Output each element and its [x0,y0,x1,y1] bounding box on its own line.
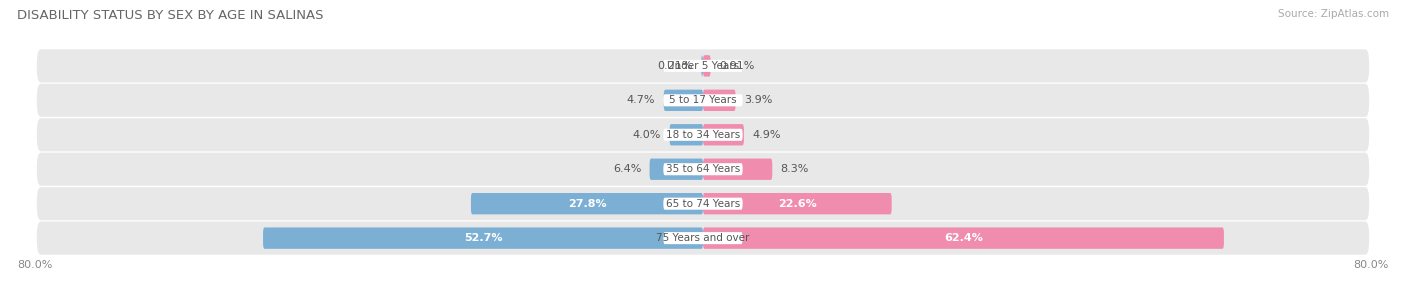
FancyBboxPatch shape [703,159,772,180]
FancyBboxPatch shape [664,129,742,141]
Text: Under 5 Years: Under 5 Years [666,61,740,71]
FancyBboxPatch shape [471,193,703,214]
Text: 0.21%: 0.21% [658,61,693,71]
Text: DISABILITY STATUS BY SEX BY AGE IN SALINAS: DISABILITY STATUS BY SEX BY AGE IN SALIN… [17,9,323,22]
Text: 22.6%: 22.6% [778,199,817,209]
Text: 62.4%: 62.4% [943,233,983,243]
FancyBboxPatch shape [664,163,742,175]
FancyBboxPatch shape [37,49,1369,82]
Text: 3.9%: 3.9% [744,95,772,105]
FancyBboxPatch shape [664,232,742,244]
FancyBboxPatch shape [37,222,1369,255]
Text: 75 Years and over: 75 Years and over [657,233,749,243]
Text: 5 to 17 Years: 5 to 17 Years [669,95,737,105]
Text: 52.7%: 52.7% [464,233,502,243]
Text: 35 to 64 Years: 35 to 64 Years [666,164,740,174]
Text: 0.91%: 0.91% [718,61,755,71]
FancyBboxPatch shape [703,124,744,145]
Text: Source: ZipAtlas.com: Source: ZipAtlas.com [1278,9,1389,19]
Text: 65 to 74 Years: 65 to 74 Years [666,199,740,209]
FancyBboxPatch shape [37,153,1369,186]
Text: 4.0%: 4.0% [633,130,661,140]
FancyBboxPatch shape [703,227,1223,249]
FancyBboxPatch shape [650,159,703,180]
Text: 4.7%: 4.7% [627,95,655,105]
FancyBboxPatch shape [703,55,710,77]
FancyBboxPatch shape [263,227,703,249]
Text: 18 to 34 Years: 18 to 34 Years [666,130,740,140]
FancyBboxPatch shape [664,94,742,106]
FancyBboxPatch shape [37,187,1369,220]
FancyBboxPatch shape [703,193,891,214]
FancyBboxPatch shape [703,90,735,111]
Text: 4.9%: 4.9% [752,130,780,140]
FancyBboxPatch shape [702,55,703,77]
FancyBboxPatch shape [664,60,742,72]
Text: 8.3%: 8.3% [780,164,808,174]
FancyBboxPatch shape [664,198,742,210]
Text: 27.8%: 27.8% [568,199,606,209]
FancyBboxPatch shape [37,118,1369,151]
Text: 6.4%: 6.4% [613,164,641,174]
FancyBboxPatch shape [664,90,703,111]
FancyBboxPatch shape [669,124,703,145]
FancyBboxPatch shape [37,84,1369,117]
